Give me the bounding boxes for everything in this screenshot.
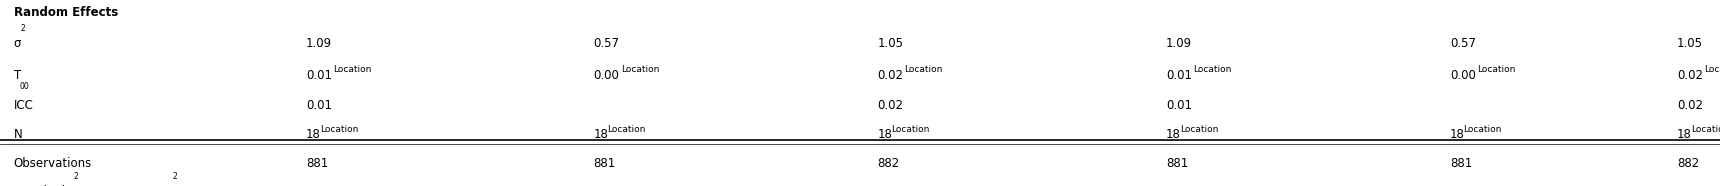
- Text: 0.57: 0.57: [1450, 37, 1476, 50]
- Text: Marginal R: Marginal R: [14, 185, 77, 186]
- Text: 0.02: 0.02: [877, 69, 903, 82]
- Text: 1.05: 1.05: [877, 37, 903, 50]
- Text: Location: Location: [1705, 65, 1720, 74]
- Text: σ: σ: [14, 37, 21, 50]
- Text: Location: Location: [905, 65, 943, 74]
- Text: 0.025 / NA: 0.025 / NA: [593, 185, 655, 186]
- Text: Location: Location: [621, 65, 659, 74]
- Text: 0.01: 0.01: [1166, 69, 1192, 82]
- Text: Location: Location: [1464, 125, 1502, 134]
- Text: 0.025 / NA: 0.025 / NA: [1450, 185, 1512, 186]
- Text: 18: 18: [593, 128, 609, 141]
- Text: Location: Location: [1691, 125, 1720, 134]
- Text: 0.02: 0.02: [1677, 69, 1703, 82]
- Text: 0.02: 0.02: [877, 99, 903, 112]
- Text: 0.01: 0.01: [1166, 99, 1192, 112]
- Text: 0.012 / 0.031: 0.012 / 0.031: [1677, 185, 1720, 186]
- Text: 881: 881: [1450, 157, 1472, 170]
- Text: 18: 18: [1677, 128, 1692, 141]
- Text: Location: Location: [1194, 65, 1232, 74]
- Text: ICC: ICC: [14, 99, 34, 112]
- Text: 2: 2: [74, 172, 77, 181]
- Text: Location: Location: [607, 125, 645, 134]
- Text: 2: 2: [174, 172, 177, 181]
- Text: 1.05: 1.05: [1677, 37, 1703, 50]
- Text: 882: 882: [1677, 157, 1699, 170]
- Text: N: N: [14, 128, 22, 141]
- Text: 0.009 / 0.029: 0.009 / 0.029: [877, 185, 956, 186]
- Text: 0.00: 0.00: [593, 69, 619, 82]
- Text: Location: Location: [334, 65, 372, 74]
- Text: 882: 882: [877, 157, 900, 170]
- Text: 0.006 / 0.018: 0.006 / 0.018: [1166, 185, 1244, 186]
- Text: 0.01: 0.01: [306, 99, 332, 112]
- Text: Random Effects: Random Effects: [14, 6, 119, 19]
- Text: Location: Location: [891, 125, 929, 134]
- Text: Location: Location: [1477, 65, 1515, 74]
- Text: 0.005 / 0.018: 0.005 / 0.018: [306, 185, 384, 186]
- Text: 1.09: 1.09: [1166, 37, 1192, 50]
- Text: 881: 881: [306, 157, 329, 170]
- Text: 18: 18: [877, 128, 893, 141]
- Text: 0.57: 0.57: [593, 37, 619, 50]
- Text: Observations: Observations: [14, 157, 91, 170]
- Text: 00: 00: [19, 82, 29, 91]
- Text: 0.00: 0.00: [1450, 69, 1476, 82]
- Text: T: T: [14, 69, 21, 82]
- Text: 18: 18: [306, 128, 322, 141]
- Text: Location: Location: [1180, 125, 1218, 134]
- Text: 881: 881: [1166, 157, 1189, 170]
- Text: 0.02: 0.02: [1677, 99, 1703, 112]
- Text: 18: 18: [1450, 128, 1465, 141]
- Text: 881: 881: [593, 157, 616, 170]
- Text: 1.09: 1.09: [306, 37, 332, 50]
- Text: / Conditional R: / Conditional R: [77, 185, 169, 186]
- Text: 2: 2: [21, 24, 26, 33]
- Text: Location: Location: [320, 125, 358, 134]
- Text: 0.01: 0.01: [306, 69, 332, 82]
- Text: 18: 18: [1166, 128, 1182, 141]
